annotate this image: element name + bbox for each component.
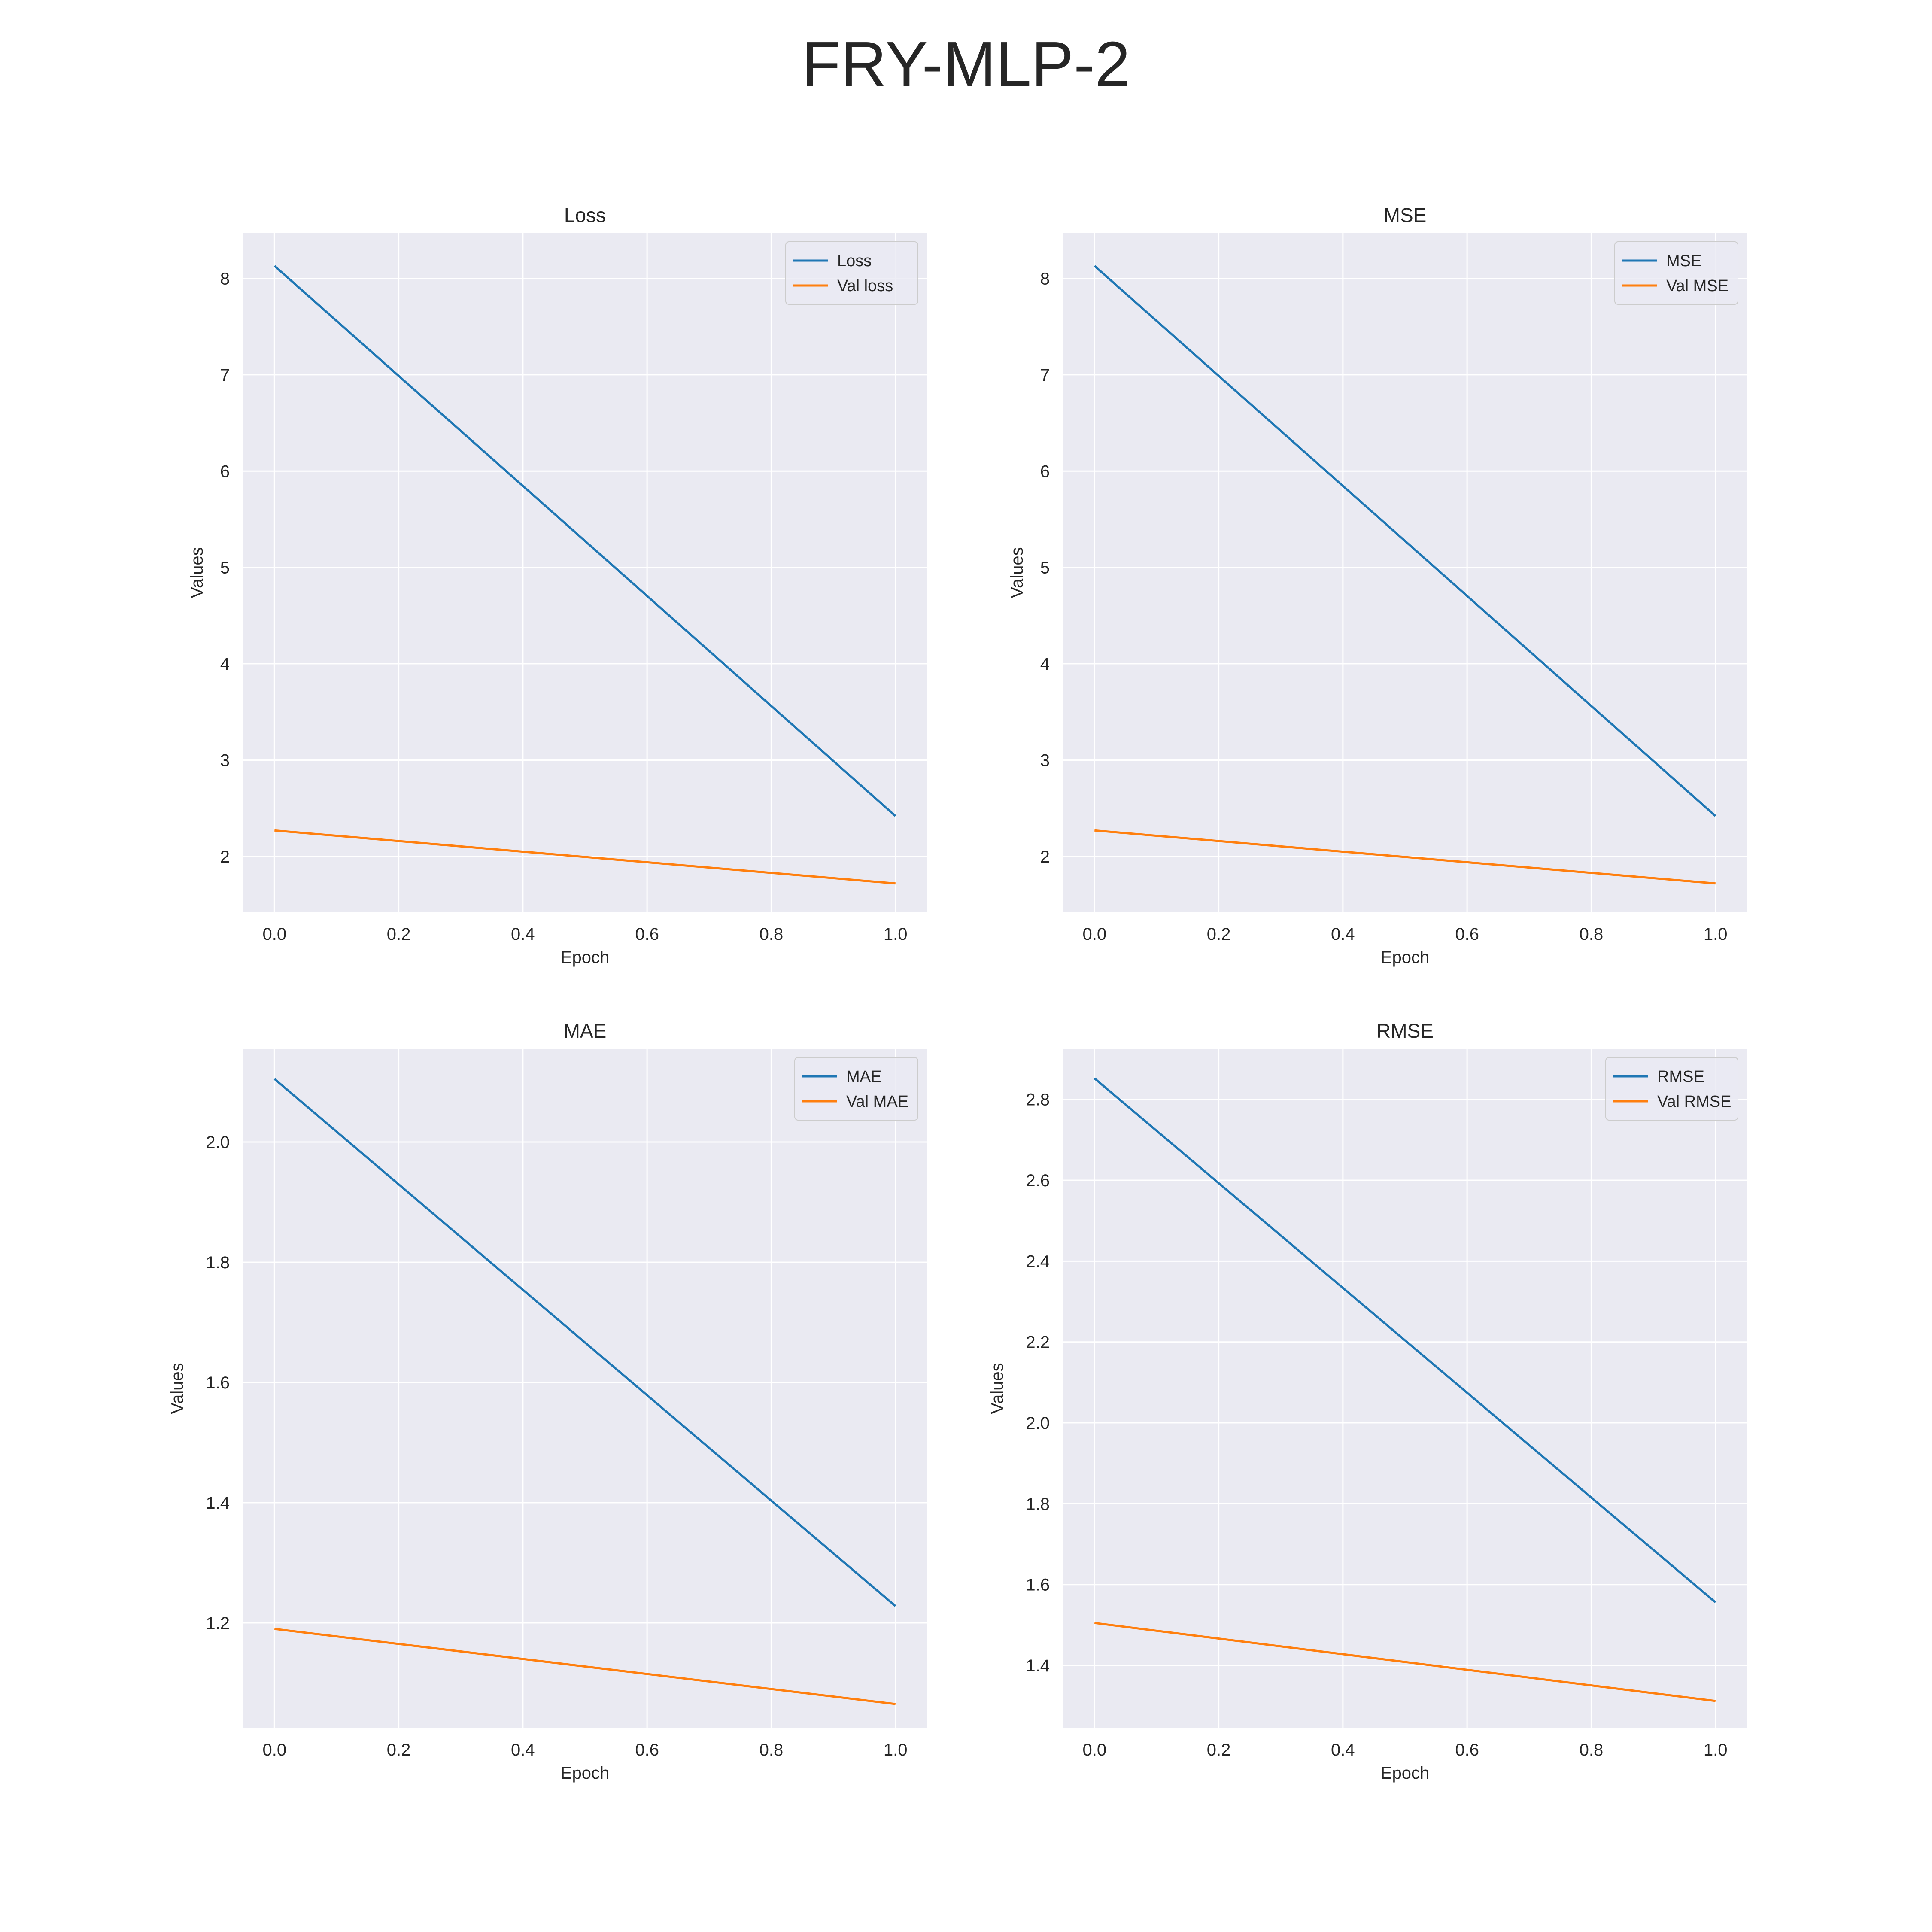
y-tick-label: 1.4: [206, 1494, 230, 1513]
series-line-rmse: [1094, 1077, 1716, 1604]
y-axis-label: Values: [188, 547, 207, 598]
y-tick-label: 6: [1040, 462, 1050, 481]
x-tick-label: 1.0: [884, 925, 908, 944]
x-tick-label: 0.2: [387, 925, 411, 944]
x-tick-label: 0.2: [387, 1741, 411, 1759]
subplot-mse: 0.0 0.2 0.4 0.6 0.8 1.0 2 3 4 5 6 7 8 MSE Epoch Values M…: [1008, 204, 1747, 967]
y-tick-label: 3: [1040, 751, 1050, 770]
y-tick-label: 1.6: [1026, 1576, 1050, 1595]
legend-label: MAE: [846, 1068, 881, 1086]
legend-label: Val MAE: [846, 1093, 908, 1111]
y-tick-label: 2.0: [1026, 1414, 1050, 1433]
y-tick-label: 7: [220, 366, 230, 385]
y-tick-label: 1.8: [206, 1253, 230, 1272]
y-tick-label: 2: [220, 848, 230, 866]
series-line-loss: [273, 265, 896, 817]
x-tick-label: 0.4: [1331, 925, 1355, 944]
subplot-title: RMSE: [1376, 1020, 1434, 1042]
x-tick-label: 0.6: [1455, 1741, 1479, 1759]
legend-label: MSE: [1666, 252, 1701, 270]
x-tick-label: 0.0: [1083, 925, 1107, 944]
x-tick-label: 0.4: [511, 1741, 535, 1759]
x-tick-label: 0.0: [263, 925, 287, 944]
x-tick-label: 0.8: [759, 925, 784, 944]
legend-label: Val loss: [837, 277, 893, 295]
legend: MAE Val MAE: [794, 1057, 918, 1121]
x-tick-label: 0.8: [1580, 1741, 1604, 1759]
x-tick-label: 0.6: [635, 925, 659, 944]
subplot-mae: 0.0 0.2 0.4 0.6 0.8 1.0 1.2 1.4 1.6 1.8 2.0 MAE Epoc…: [168, 1020, 927, 1783]
series-line-mae: [273, 1078, 896, 1607]
legend-label: Val RMSE: [1657, 1093, 1731, 1111]
subplot-grid: 0.0 0.2 0.4 0.6 0.8 1.0 2 3 4 5 6 7 8 Loss Epoch Values…: [168, 204, 1747, 1783]
y-axis-label: Values: [988, 1363, 1007, 1414]
legend-frame: [794, 1057, 918, 1121]
x-axis-label: Epoch: [561, 1764, 609, 1783]
x-axis-label: Epoch: [1381, 1764, 1429, 1783]
x-tick-label: 0.6: [1455, 925, 1479, 944]
x-tick-label: 0.0: [1083, 1741, 1107, 1759]
subplot-title: Loss: [564, 204, 606, 226]
y-tick-label: 2.0: [206, 1133, 230, 1152]
y-tick-label: 2.2: [1026, 1333, 1050, 1352]
y-axis-label: Values: [168, 1363, 187, 1414]
legend-frame: [1614, 241, 1738, 305]
y-tick-label: 2.4: [1026, 1252, 1050, 1271]
y-tick-label: 1.6: [206, 1373, 230, 1392]
x-tick-label: 0.0: [263, 1741, 287, 1759]
legend-label: RMSE: [1657, 1068, 1704, 1086]
y-tick-label: 1.2: [206, 1614, 230, 1633]
legend: MSE Val MSE: [1614, 241, 1738, 305]
series-line-mse: [1094, 265, 1716, 817]
plot-area: [1063, 233, 1747, 912]
plot-area: [1063, 1049, 1747, 1728]
x-tick-label: 1.0: [1704, 925, 1728, 944]
legend: RMSE Val RMSE: [1605, 1057, 1738, 1121]
y-tick-label: 2.8: [1026, 1091, 1050, 1109]
subplot-rmse: 0.0 0.2 0.4 0.6 0.8 1.0 1.4 1.6 1.8 2.0 2.2 2.4 2.6 2…: [988, 1020, 1747, 1783]
subplot-title: MSE: [1384, 204, 1427, 226]
y-tick-label: 2: [1040, 848, 1050, 866]
legend-frame: [785, 241, 918, 305]
x-tick-label: 0.8: [759, 1741, 784, 1759]
subplot-loss: 0.0 0.2 0.4 0.6 0.8 1.0 2 3 4 5 6 7 8 Loss Epoch Values…: [188, 204, 927, 967]
x-axis-label: Epoch: [1381, 948, 1429, 967]
x-tick-label: 0.2: [1207, 1741, 1231, 1759]
y-tick-label: 5: [1040, 559, 1050, 577]
x-axis-label: Epoch: [561, 948, 609, 967]
y-tick-label: 5: [220, 559, 230, 577]
y-tick-label: 8: [1040, 269, 1050, 288]
series-line-val-mse: [1094, 829, 1716, 885]
y-tick-label: 1.4: [1026, 1656, 1050, 1675]
legend: Loss Val loss: [785, 241, 918, 305]
legend-label: Val MSE: [1666, 277, 1728, 295]
plot-area: [243, 1049, 927, 1728]
series-line-val-rmse: [1094, 1622, 1716, 1702]
x-tick-label: 1.0: [1704, 1741, 1728, 1759]
subplot-title: MAE: [564, 1020, 607, 1042]
y-tick-label: 7: [1040, 366, 1050, 385]
x-tick-label: 0.2: [1207, 925, 1231, 944]
y-tick-label: 1.8: [1026, 1495, 1050, 1513]
legend-frame: [1605, 1057, 1738, 1121]
legend-label: Loss: [837, 252, 872, 270]
y-tick-label: 4: [1040, 655, 1050, 674]
y-tick-label: 2.6: [1026, 1171, 1050, 1190]
y-axis-label: Values: [1008, 547, 1027, 598]
x-tick-label: 1.0: [884, 1741, 908, 1759]
x-tick-label: 0.6: [635, 1741, 659, 1759]
figure-title: FRY-MLP-2: [802, 29, 1130, 100]
y-tick-label: 8: [220, 269, 230, 288]
y-tick-label: 4: [220, 655, 230, 674]
plot-area: [243, 233, 927, 912]
series-line-val-mae: [274, 1628, 896, 1705]
x-tick-label: 0.4: [1331, 1741, 1355, 1759]
y-tick-label: 3: [220, 751, 230, 770]
x-tick-label: 0.8: [1580, 925, 1604, 944]
series-line-val-loss: [274, 829, 896, 885]
y-tick-label: 6: [220, 462, 230, 481]
x-tick-label: 0.4: [511, 925, 535, 944]
